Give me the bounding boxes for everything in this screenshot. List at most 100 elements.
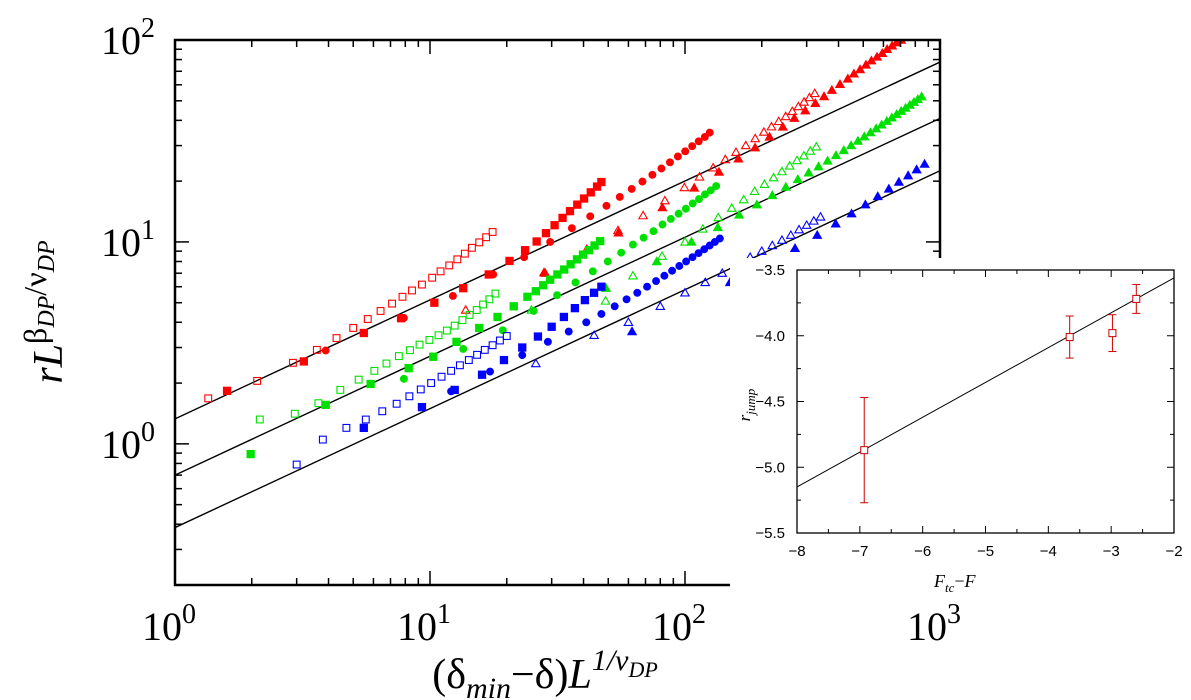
data-point-circle [543, 337, 552, 346]
inset-data-point [1065, 315, 1074, 359]
data-point-circle [567, 224, 576, 233]
inset-y-tick-label: −3.5 [755, 262, 785, 279]
fit-line-3 [175, 170, 940, 529]
data-point-triangle [700, 277, 711, 287]
data-point-triangle [751, 199, 763, 209]
data-point-triangle [686, 236, 697, 246]
data-point-circle [489, 270, 498, 279]
data-point-circle [628, 240, 637, 249]
data-point-square [546, 275, 555, 284]
data-point-triangle [679, 182, 690, 192]
data-point-triangle [860, 199, 871, 209]
data-point-triangle [826, 84, 837, 94]
data-point-triangle [893, 176, 905, 186]
data-point-circle [660, 271, 669, 280]
data-point-triangle [694, 171, 705, 181]
data-point-triangle [759, 178, 770, 188]
inset-x-tick-label: −6 [914, 543, 931, 560]
data-point-square [472, 306, 481, 314]
data-point-triangle [845, 140, 857, 150]
data-point-square [572, 255, 582, 264]
inset-x-tick-label: −5 [977, 543, 994, 560]
data-point-triangle [697, 223, 709, 233]
data-point-square [458, 316, 467, 325]
data-point-square [394, 352, 403, 361]
data-point-square [398, 292, 407, 301]
data-point-circle [666, 214, 675, 223]
data-point-square [485, 295, 494, 304]
inset-x-tick-label: −2 [1165, 543, 1182, 560]
data-point-square [488, 341, 497, 350]
data-point-square [318, 435, 327, 444]
data-point-square [502, 332, 511, 340]
data-point-triangle [909, 26, 917, 33]
data-point-square [404, 364, 413, 373]
data-point-triangle [776, 166, 788, 176]
data-point-square [321, 400, 330, 410]
data-point-circle [615, 193, 624, 201]
inset-background [730, 258, 1190, 590]
data-point-triangle [758, 126, 769, 136]
data-point-circle [673, 152, 682, 161]
data-point-circle [399, 314, 408, 322]
data-point-triangle [902, 170, 914, 180]
data-point-triangle [854, 64, 866, 74]
data-point-square [488, 228, 497, 236]
data-point-square [579, 194, 589, 203]
data-point-triangle [730, 146, 742, 156]
inset-x-tick-labels: −8 −7 −6 −5 −4 −3 −2 [788, 543, 1182, 560]
data-point-square [479, 300, 488, 309]
inset-y-tick-label: −5.0 [755, 459, 785, 476]
inset-axis-ticks [796, 269, 1175, 534]
data-point-circle [652, 277, 661, 286]
x-tick-label: 103 [907, 599, 961, 649]
data-point-square [566, 260, 575, 269]
data-point-circle [681, 204, 690, 213]
main-y-tick-labels: 100 101 102 [101, 13, 155, 467]
data-point-circle [705, 241, 714, 250]
data-point-circle [657, 164, 666, 173]
inset-marker [1132, 294, 1141, 303]
data-point-square [429, 352, 438, 361]
data-point-square [453, 255, 462, 264]
data-point-square [480, 345, 489, 354]
data-point-triangle [780, 181, 791, 191]
data-point-triangle [813, 161, 824, 171]
data-point-triangle [713, 166, 725, 176]
data-point-square [312, 345, 321, 354]
data-point-triangle [679, 236, 691, 246]
main-x-tick-labels: 100 101 102 103 [142, 599, 961, 649]
data-point-triangle [768, 172, 779, 182]
data-point-triangle [919, 158, 930, 168]
data-point-triangle [777, 121, 789, 131]
data-point-square [382, 359, 391, 368]
data-point-triangle [809, 88, 820, 98]
data-point-triangle [766, 121, 777, 131]
data-point-triangle [773, 116, 784, 126]
data-point-square [464, 356, 473, 365]
data-point-square [560, 265, 569, 274]
data-point-square [477, 370, 487, 379]
data-point-circle [681, 147, 690, 156]
data-point-triangle [784, 160, 795, 170]
data-point-circle [688, 199, 697, 208]
data-point-triangle [917, 20, 925, 27]
data-point-square [366, 379, 375, 389]
data-point-triangle [905, 29, 913, 36]
inset-y-tick-label: −4.0 [755, 328, 785, 345]
data-point-square [565, 207, 575, 216]
data-point-triangle [822, 155, 833, 165]
data-point-triangle [767, 190, 778, 200]
data-point-circle [668, 266, 677, 275]
inset-y-axis-label: rjump [735, 388, 758, 421]
data-point-square [405, 392, 414, 401]
data-point-circle [603, 257, 612, 266]
data-point-square [475, 238, 484, 247]
data-point-square [361, 415, 370, 424]
data-point-square [222, 386, 232, 396]
data-point-square [417, 402, 427, 412]
data-point-circle [639, 233, 648, 242]
data-point-square [465, 310, 474, 319]
data-point-circle [602, 201, 611, 210]
